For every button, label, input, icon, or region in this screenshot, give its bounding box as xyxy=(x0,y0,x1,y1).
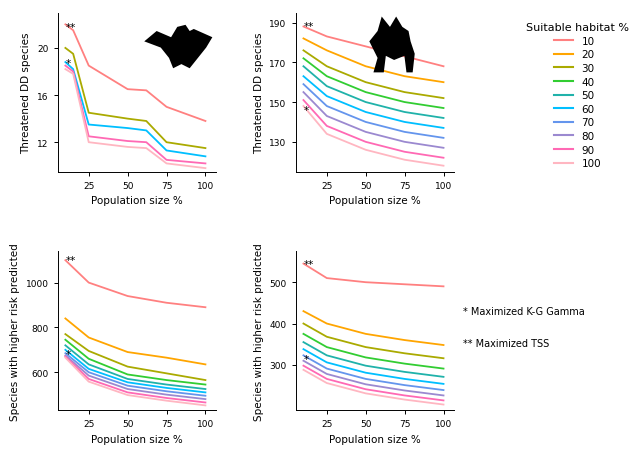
Text: *: * xyxy=(304,106,309,116)
X-axis label: Population size %: Population size % xyxy=(91,434,183,444)
Text: *: * xyxy=(66,59,71,69)
Text: **: ** xyxy=(304,23,314,32)
Text: *: * xyxy=(304,354,309,364)
Legend: 10, 20, 30, 40, 50, 60, 70, 80, 90, 100: 10, 20, 30, 40, 50, 60, 70, 80, 90, 100 xyxy=(522,19,634,173)
Text: ** Maximized TSS: ** Maximized TSS xyxy=(463,338,550,348)
Text: *: * xyxy=(66,350,71,359)
Y-axis label: Threatened DD species: Threatened DD species xyxy=(22,32,31,153)
Y-axis label: Threatened DD species: Threatened DD species xyxy=(254,32,264,153)
Text: **: ** xyxy=(66,23,76,32)
Text: **: ** xyxy=(66,256,76,266)
Text: **: ** xyxy=(304,259,314,269)
X-axis label: Population size %: Population size % xyxy=(91,196,183,206)
PathPatch shape xyxy=(369,18,415,73)
PathPatch shape xyxy=(144,26,212,69)
Text: * Maximized K-G Gamma: * Maximized K-G Gamma xyxy=(463,307,585,317)
Y-axis label: Species with higher risk predicted: Species with higher risk predicted xyxy=(254,242,264,420)
X-axis label: Population size %: Population size % xyxy=(329,434,421,444)
X-axis label: Population size %: Population size % xyxy=(329,196,421,206)
Y-axis label: Species with higher risk predicted: Species with higher risk predicted xyxy=(10,242,20,420)
